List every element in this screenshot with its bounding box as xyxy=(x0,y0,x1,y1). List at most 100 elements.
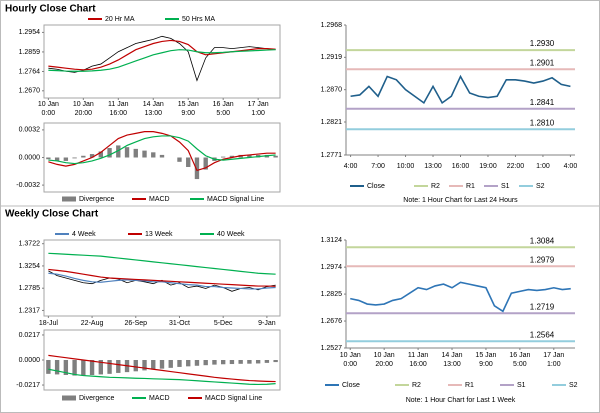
level-label-bg xyxy=(527,302,557,312)
divergence-bar xyxy=(273,360,278,363)
y-tick-label: 1.2870 xyxy=(321,87,343,94)
divergence-bar xyxy=(89,154,95,158)
x-tick-label: 9-Jan xyxy=(258,320,276,327)
level-label-bg xyxy=(527,39,557,49)
level-label-bg xyxy=(527,236,557,246)
series-line xyxy=(48,135,276,165)
divergence-bar xyxy=(221,156,226,158)
series-line xyxy=(48,354,276,383)
x-tick-label: 26-Sep xyxy=(124,320,147,327)
section-title: Hourly Close Chart xyxy=(5,4,96,15)
level-label-bg xyxy=(527,118,557,128)
y-tick-label: 1.2670 xyxy=(19,88,41,95)
divergence-bar xyxy=(89,360,95,375)
divergence-bar xyxy=(107,148,112,158)
chart-note: Note: 1 Hour Chart for Last 24 Hours xyxy=(403,197,518,204)
x-tick-label: 17 Jan 1:00 xyxy=(248,101,269,117)
divergence-bar xyxy=(247,360,252,364)
divergence-bar xyxy=(124,147,130,158)
legend-label: 4 Week xyxy=(72,231,96,238)
series-line xyxy=(48,252,276,275)
series-line xyxy=(48,268,276,287)
divergence-bar xyxy=(98,360,103,375)
legend-label: R1 xyxy=(465,382,474,389)
divergence-bar xyxy=(194,360,200,366)
level-label: 1.2810 xyxy=(530,118,555,127)
divergence-bar xyxy=(186,360,191,367)
divergence-bar xyxy=(273,155,278,158)
y-tick-label: 1.2919 xyxy=(321,54,343,61)
legend-label: R2 xyxy=(412,382,421,389)
x-tick-label: 15 Jan 9:00 xyxy=(475,352,496,368)
divergence-bar xyxy=(212,360,217,365)
divergence-bar xyxy=(177,360,182,367)
legend-swatch xyxy=(62,196,76,202)
divergence-bar xyxy=(63,157,69,161)
legend-label: R2 xyxy=(431,183,440,190)
level-label: 1.2979 xyxy=(530,255,555,264)
divergence-bar xyxy=(142,360,147,371)
y-tick-label: 1.2954 xyxy=(19,29,41,36)
divergence-bar xyxy=(116,145,121,158)
divergence-bar xyxy=(203,157,208,170)
divergence-bar xyxy=(46,360,51,374)
y-tick-label: 0.0000 xyxy=(19,357,41,364)
y-tick-label: 1.2825 xyxy=(321,291,343,298)
divergence-bar xyxy=(177,157,182,162)
legend-label: R1 xyxy=(466,183,475,190)
level-label-bg xyxy=(527,255,557,265)
legend-swatch xyxy=(62,395,76,401)
divergence-bar xyxy=(81,155,86,158)
close-line xyxy=(48,35,276,82)
level-label: 1.2841 xyxy=(530,98,555,107)
level-label-bg xyxy=(527,97,557,107)
x-tick-label: 18-Jul xyxy=(39,320,59,327)
x-tick-label: 1:00 xyxy=(536,163,550,170)
x-tick-label: 13:00 xyxy=(424,163,442,170)
y-tick-label: 1.2859 xyxy=(19,49,41,56)
divergence-bar xyxy=(221,360,226,365)
divergence-bar xyxy=(107,360,112,374)
series-line xyxy=(48,131,276,172)
divergence-bar xyxy=(203,360,208,366)
legend-label: S2 xyxy=(569,382,578,389)
x-tick-label: 16:00 xyxy=(452,163,470,170)
legend-label: MACD xyxy=(149,196,170,203)
x-tick-label: 10 Jan 0:00 xyxy=(38,101,59,117)
x-tick-label: 17 Jan 1:00 xyxy=(543,352,564,368)
legend-label: Close xyxy=(342,382,360,389)
legend-label: MACD xyxy=(149,395,170,402)
y-tick-label: 1.3254 xyxy=(19,263,41,270)
y-tick-label: 0.0000 xyxy=(19,154,41,161)
divergence-bar xyxy=(247,154,252,158)
x-tick-label: 7:00 xyxy=(371,163,385,170)
divergence-bar xyxy=(194,157,200,180)
x-tick-label: 22-Aug xyxy=(81,320,104,327)
level-label: 1.2564 xyxy=(530,330,555,339)
series-line xyxy=(48,368,276,386)
level-label: 1.2719 xyxy=(530,302,555,311)
x-tick-label: 11 Jan 16:00 xyxy=(408,352,429,368)
x-tick-label: 31-Oct xyxy=(169,320,190,327)
level-label: 1.3084 xyxy=(530,236,555,245)
series-line xyxy=(48,272,276,290)
y-tick-label: -0.0217 xyxy=(16,382,40,389)
level-label-bg xyxy=(527,58,557,68)
plot-frame xyxy=(43,239,281,317)
y-tick-label: 1.2968 xyxy=(321,22,343,29)
x-tick-label: 5-Dec xyxy=(214,320,233,327)
legend-label: S2 xyxy=(536,183,545,190)
x-tick-label: 16 Jan 5:00 xyxy=(213,101,234,117)
divergence-bar xyxy=(81,360,86,376)
divergence-bar xyxy=(168,360,173,368)
divergence-bar xyxy=(229,155,235,158)
legend-label: 40 Week xyxy=(217,231,245,238)
divergence-bar xyxy=(264,360,270,363)
divergence-bar xyxy=(116,360,121,373)
divergence-bar xyxy=(63,360,69,375)
divergence-bar xyxy=(186,157,191,167)
plot-frame xyxy=(43,24,281,99)
level-label: 1.2930 xyxy=(530,39,555,48)
series-line xyxy=(350,74,571,105)
